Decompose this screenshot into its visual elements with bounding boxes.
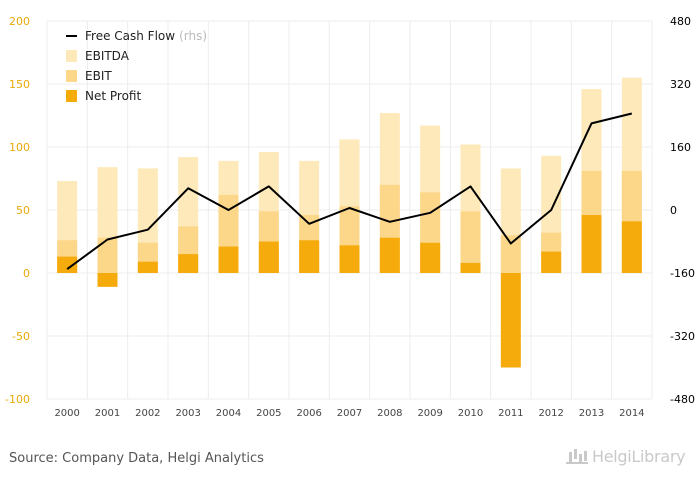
right-tick-label: 480	[670, 15, 691, 28]
legend-swatch-box	[66, 70, 77, 82]
bar-net-profit	[500, 273, 521, 368]
right-tick-label: -160	[670, 267, 695, 280]
x-tick-label: 2004	[216, 408, 241, 419]
left-tick-label: 100	[9, 141, 30, 154]
legend-swatch-box	[66, 50, 77, 62]
legend-label: EBITDA	[85, 49, 130, 63]
right-tick-label: 0	[670, 204, 677, 217]
right-tick-label: -480	[670, 393, 695, 406]
x-tick-label: 2001	[95, 408, 120, 419]
bar-net-profit	[57, 256, 78, 273]
x-tick-label: 2011	[498, 408, 523, 419]
bar-net-profit	[581, 215, 602, 273]
legend-label: EBIT	[85, 69, 112, 83]
bar-net-profit	[621, 221, 642, 273]
x-tick-label: 2006	[296, 408, 321, 419]
x-tick-label: 2009	[417, 408, 442, 419]
x-tick-label: 2007	[337, 408, 362, 419]
chart: 200 150 100 50 0 -50 -100 480 320 160 0 -160 -320 -48…	[5, 15, 695, 419]
legend-label: Free Cash Flow (rhs)	[85, 29, 207, 43]
bar-net-profit	[541, 251, 562, 273]
x-tick-label: 2010	[458, 408, 483, 419]
bar-ebit	[97, 237, 118, 273]
source-note: Source: Company Data, Helgi Analytics	[9, 451, 264, 466]
bar-ebit	[500, 235, 521, 273]
legend-label: Net Profit	[85, 89, 141, 103]
bar-net-profit	[97, 273, 118, 287]
bar-ebit	[460, 211, 481, 273]
legend-suffix: (rhs)	[179, 29, 207, 43]
bar-net-profit	[218, 246, 239, 273]
x-tick-label: 2000	[54, 408, 79, 419]
left-tick-label: -100	[5, 393, 30, 406]
bar-net-profit	[137, 261, 158, 273]
right-tick-label: -320	[670, 330, 695, 343]
x-tick-label: 2005	[256, 408, 281, 419]
right-tick-label: 160	[670, 141, 691, 154]
bar-net-profit	[299, 240, 320, 273]
logo-icon	[566, 446, 588, 464]
left-tick-label: 50	[16, 204, 30, 217]
bar-net-profit	[258, 241, 279, 273]
bar-net-profit	[339, 245, 360, 273]
x-tick-label: 2013	[579, 408, 604, 419]
x-tick-label: 2002	[135, 408, 160, 419]
right-tick-label: 320	[670, 78, 691, 91]
x-tick-label: 2014	[619, 408, 644, 419]
axes: 200 150 100 50 0 -50 -100 480 320 160 0 -160 -320 -48…	[5, 15, 695, 419]
left-tick-label: 0	[23, 267, 30, 280]
helgi-library-logo: HelgiLibrary	[566, 446, 686, 466]
x-tick-label: 2003	[175, 408, 200, 419]
legend-swatch-box	[66, 90, 77, 102]
fcf-line	[66, 112, 633, 270]
left-tick-label: 200	[9, 15, 30, 28]
line-free-cash-flow	[66, 112, 633, 270]
x-tick-label: 2012	[538, 408, 563, 419]
bar-net-profit	[379, 237, 400, 273]
bar-net-profit	[420, 242, 441, 273]
gridlines	[46, 20, 653, 400]
left-tick-label: 150	[9, 78, 30, 91]
bar-net-profit	[460, 262, 481, 273]
left-tick-label: -50	[12, 330, 30, 343]
bar-net-profit	[178, 254, 199, 273]
logo-text: HelgiLibrary	[592, 447, 686, 466]
bars	[57, 77, 642, 368]
x-tick-label: 2008	[377, 408, 402, 419]
